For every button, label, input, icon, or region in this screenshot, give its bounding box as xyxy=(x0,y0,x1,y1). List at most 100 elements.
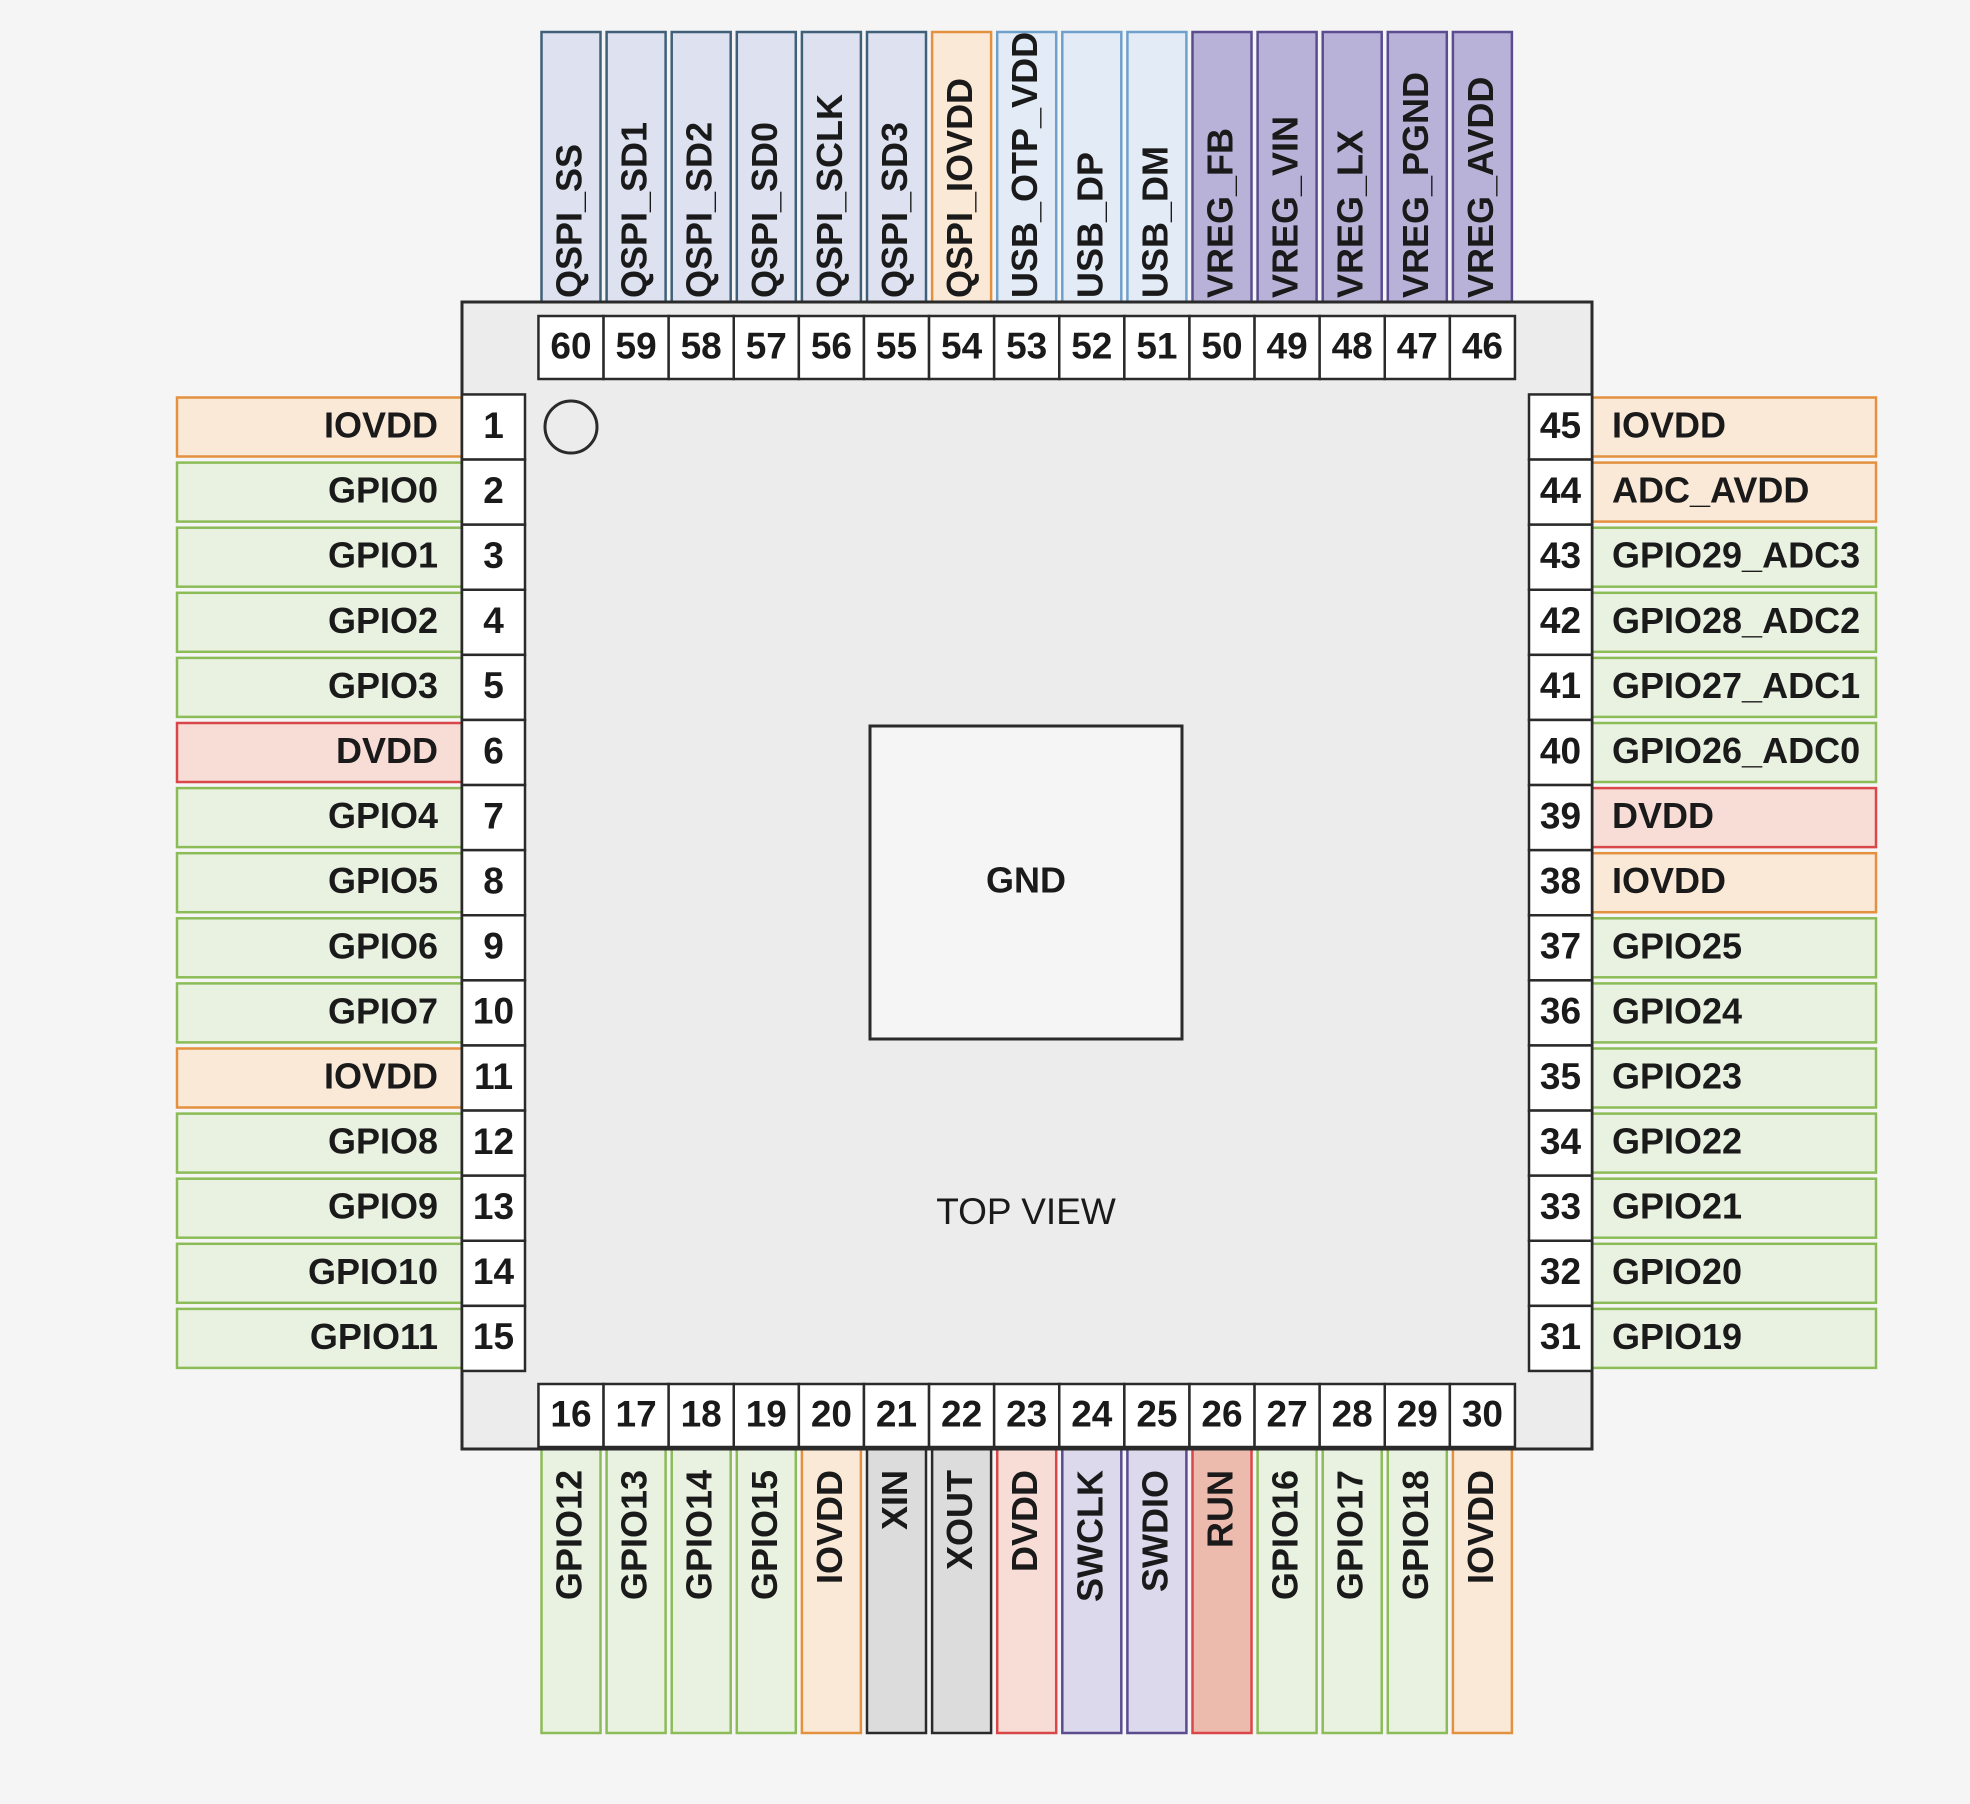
pin-1-number-box xyxy=(460,393,527,461)
pin-33-label: GPIO21 xyxy=(1612,1186,1742,1227)
ground-pad-label: GND xyxy=(986,860,1066,901)
pin1-marker-icon xyxy=(543,399,599,455)
pin-16-label-box xyxy=(540,1447,602,1735)
pin-23-number-box xyxy=(992,1382,1061,1449)
pin-20-label-box xyxy=(800,1447,863,1735)
pin-52-number: 52 xyxy=(1071,325,1112,366)
pin-2-label-box xyxy=(175,461,464,523)
pin-21-number-box xyxy=(862,1382,931,1449)
pin-52-label: USB_DP xyxy=(1069,152,1110,298)
pin-53-label: USB_OTP_VDD xyxy=(1004,32,1045,298)
pin-32-label-box xyxy=(1590,1242,1878,1305)
pin-40-label-box xyxy=(1590,721,1878,784)
pin-38-number: 38 xyxy=(1540,860,1581,901)
pin-24-label-box xyxy=(1061,1447,1123,1735)
pin-9-number-box xyxy=(460,914,527,982)
pin-59-label: QSPI_SD1 xyxy=(614,122,655,298)
pin-3-label: GPIO1 xyxy=(328,535,438,576)
pin-23-number: 23 xyxy=(1006,1393,1047,1434)
pin-30-number-box xyxy=(1448,1382,1517,1449)
pin-54-number: 54 xyxy=(941,325,983,366)
pin-46-label: VREG_AVDD xyxy=(1460,77,1501,298)
pin-16-label: GPIO12 xyxy=(549,1470,590,1600)
pin-57-label: QSPI_SD0 xyxy=(744,122,785,298)
pin-34-label: GPIO22 xyxy=(1612,1121,1742,1162)
pin-5-number-box xyxy=(460,653,527,722)
pin-3-number-box xyxy=(460,523,527,592)
pin-17-label-box xyxy=(605,1447,667,1735)
pin-46-number: 46 xyxy=(1462,325,1503,366)
pin-4-label: GPIO2 xyxy=(328,600,438,641)
pin-33-label-box xyxy=(1590,1177,1878,1239)
pin-51-label-box xyxy=(1126,30,1188,304)
pin-48-number: 48 xyxy=(1332,325,1373,366)
pin-7-number: 7 xyxy=(483,795,504,836)
pin-10-label-box xyxy=(175,982,464,1044)
pin-22-number-box xyxy=(927,1382,996,1449)
pin-43-label: GPIO29_ADC3 xyxy=(1612,535,1860,576)
pin-58-label-box xyxy=(670,30,732,304)
pin-18-label: GPIO14 xyxy=(679,1470,720,1600)
pin-58-number-box xyxy=(667,314,736,381)
pin-16-number: 16 xyxy=(550,1393,591,1434)
pin-8-number: 8 xyxy=(483,860,504,901)
pin-33-number-box xyxy=(1527,1174,1594,1243)
pin-53-number: 53 xyxy=(1006,325,1047,366)
pin-10-number: 10 xyxy=(473,991,514,1032)
pin-51-label: USB_DM xyxy=(1134,146,1175,298)
pin-46-label-box xyxy=(1451,30,1514,304)
pin-59-label-box xyxy=(605,30,667,304)
pin-29-label: GPIO18 xyxy=(1395,1470,1436,1600)
pin-54-label: QSPI_IOVDD xyxy=(939,78,980,298)
pin-6-number-box xyxy=(460,718,527,787)
pin-30-label-box xyxy=(1451,1447,1514,1735)
pin-52-label-box xyxy=(1061,30,1123,304)
pin-18-label-box xyxy=(670,1447,732,1735)
pin-37-number-box xyxy=(1527,914,1594,982)
pin-1-label-box xyxy=(175,396,464,458)
pin-49-number: 49 xyxy=(1267,325,1308,366)
pin-36-label: GPIO24 xyxy=(1612,990,1742,1031)
pin-27-label-box xyxy=(1256,1447,1318,1735)
pin-50-label-box xyxy=(1191,30,1253,304)
pin-32-label: GPIO20 xyxy=(1612,1251,1742,1292)
pin-41-number-box xyxy=(1527,653,1594,722)
pin-36-label-box xyxy=(1590,982,1878,1044)
pin-19-label: GPIO15 xyxy=(744,1470,785,1600)
pin-27-number: 27 xyxy=(1267,1393,1308,1434)
pin-31-label-box xyxy=(1590,1307,1878,1370)
pin-41-number: 41 xyxy=(1540,665,1581,706)
pin-37-label: GPIO25 xyxy=(1612,925,1742,966)
top-view-label: TOP VIEW xyxy=(936,1191,1116,1232)
pin-39-label-box xyxy=(1590,786,1878,849)
pin-49-label: VREG_VIN xyxy=(1265,116,1306,298)
pin-14-label: GPIO10 xyxy=(308,1251,438,1292)
pin-56-label: QSPI_SCLK xyxy=(809,94,850,298)
pin-47-label-box xyxy=(1386,30,1449,304)
pin-25-label-box xyxy=(1126,1447,1188,1735)
pin-9-label-box xyxy=(175,917,464,979)
pin-14-number-box xyxy=(460,1239,527,1308)
pin-29-number: 29 xyxy=(1397,1393,1438,1434)
pin-13-number: 13 xyxy=(473,1186,514,1227)
pin-53-number-box xyxy=(992,314,1061,381)
pin-25-number-box xyxy=(1123,1382,1191,1449)
pin-37-number: 37 xyxy=(1540,926,1581,967)
pin-13-label: GPIO9 xyxy=(328,1186,438,1227)
pin-44-number: 44 xyxy=(1540,470,1582,511)
pin-18-number: 18 xyxy=(681,1393,722,1434)
pin-53-label-box xyxy=(995,30,1058,304)
pin-12-label: GPIO8 xyxy=(328,1121,438,1162)
pin-6-label-box xyxy=(175,721,464,784)
pin-54-label-box xyxy=(930,30,993,304)
pin-2-label: GPIO0 xyxy=(328,470,438,511)
pin-56-number: 56 xyxy=(811,325,852,366)
pin-54-number-box xyxy=(927,314,996,381)
pin-11-number-box xyxy=(460,1044,527,1112)
pin-21-number: 21 xyxy=(876,1393,917,1434)
pin-57-number: 57 xyxy=(746,325,787,366)
pin-35-number-box xyxy=(1527,1044,1594,1112)
pin-30-number: 30 xyxy=(1462,1393,1503,1434)
pin-44-label: ADC_AVDD xyxy=(1612,470,1809,511)
pin-60-label-box xyxy=(540,30,602,304)
